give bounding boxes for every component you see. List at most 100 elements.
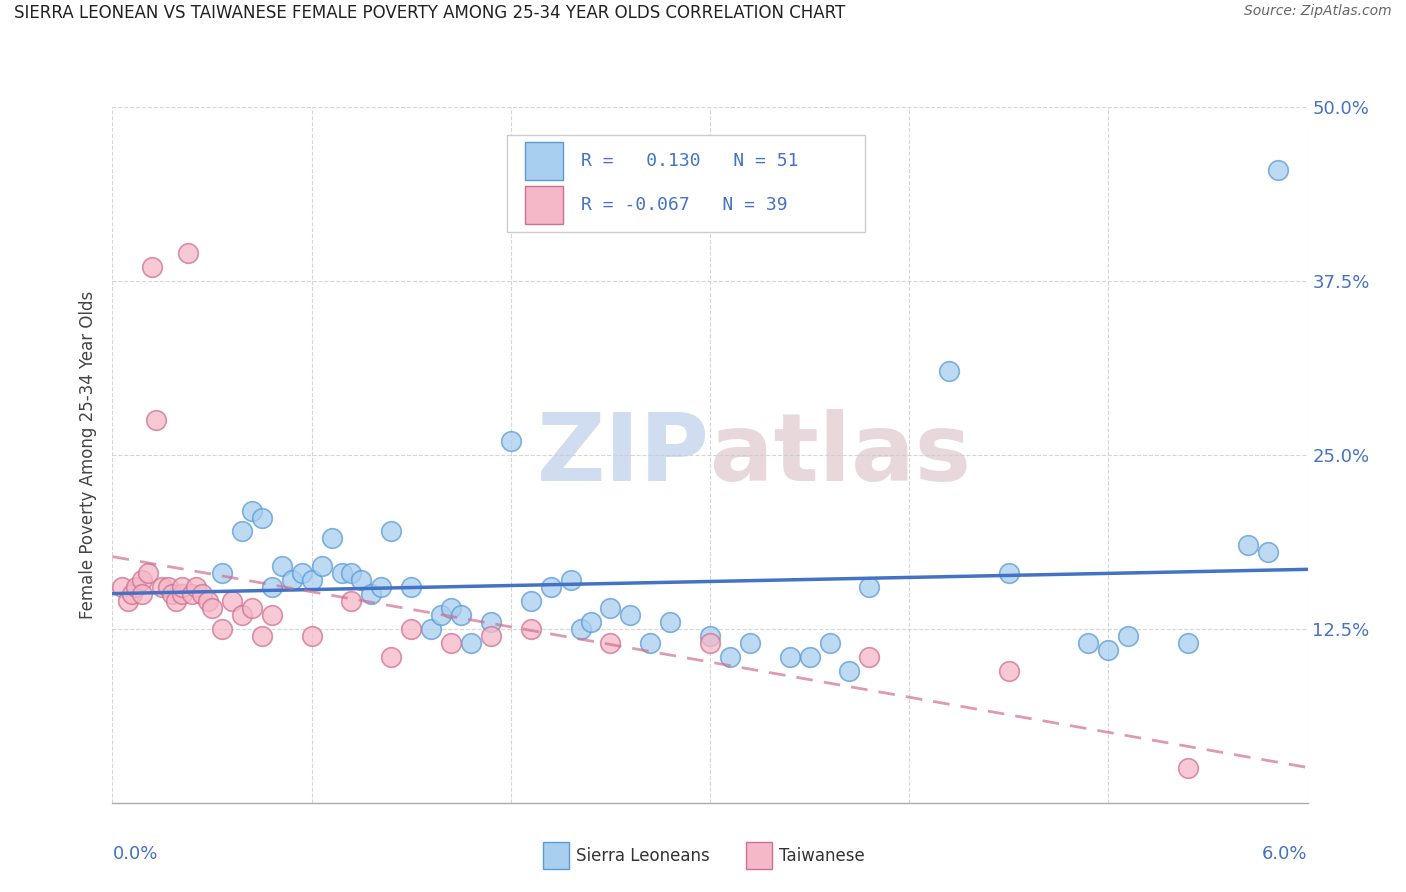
Text: Taiwanese: Taiwanese <box>779 847 865 864</box>
Text: Source: ZipAtlas.com: Source: ZipAtlas.com <box>1244 4 1392 19</box>
Point <box>460 636 482 650</box>
Point <box>738 636 761 650</box>
Bar <box>747 842 772 869</box>
Point <box>540 580 562 594</box>
Point <box>260 580 283 594</box>
Text: ZIP: ZIP <box>537 409 710 501</box>
Point <box>131 587 153 601</box>
Point <box>699 629 721 643</box>
Point <box>858 649 880 664</box>
Y-axis label: Female Poverty Among 25-34 Year Olds: Female Poverty Among 25-34 Year Olds <box>79 291 97 619</box>
Point <box>1077 636 1099 650</box>
Point <box>1257 545 1279 559</box>
Point <box>321 532 343 546</box>
Point <box>998 664 1021 678</box>
Point <box>157 580 180 594</box>
Point <box>141 260 163 274</box>
Point <box>599 601 621 615</box>
Point <box>1097 642 1119 657</box>
Point <box>520 622 543 636</box>
Point <box>125 580 148 594</box>
Point <box>799 649 821 664</box>
Text: SIERRA LEONEAN VS TAIWANESE FEMALE POVERTY AMONG 25-34 YEAR OLDS CORRELATION CHA: SIERRA LEONEAN VS TAIWANESE FEMALE POVER… <box>14 4 845 22</box>
Point <box>250 510 273 524</box>
Point <box>779 649 801 664</box>
Point <box>197 594 219 608</box>
Point <box>117 594 139 608</box>
Point <box>301 629 323 643</box>
Bar <box>524 142 562 180</box>
Point <box>181 587 204 601</box>
Text: 0.0%: 0.0% <box>112 845 157 863</box>
Point <box>186 580 208 594</box>
Point <box>380 524 402 539</box>
Point <box>340 566 363 581</box>
Point <box>1177 636 1199 650</box>
Point <box>311 559 333 574</box>
Text: 6.0%: 6.0% <box>1263 845 1308 863</box>
Point <box>172 580 194 594</box>
Point <box>138 566 160 581</box>
Point <box>380 649 402 664</box>
Point <box>699 636 721 650</box>
Point <box>520 594 543 608</box>
Point <box>291 566 314 581</box>
Point <box>111 580 134 594</box>
Point <box>231 607 253 622</box>
Bar <box>543 842 569 869</box>
Point <box>1267 162 1289 177</box>
Point <box>231 524 253 539</box>
Point <box>240 601 263 615</box>
Point <box>270 559 292 574</box>
Point <box>599 636 621 650</box>
Point <box>560 573 582 587</box>
Point <box>858 580 880 594</box>
Point <box>145 413 167 427</box>
Point <box>638 636 662 650</box>
Point <box>172 587 194 601</box>
Point <box>301 573 323 587</box>
Point <box>221 594 243 608</box>
Point <box>718 649 741 664</box>
FancyBboxPatch shape <box>508 135 865 232</box>
Text: R = -0.067   N = 39: R = -0.067 N = 39 <box>581 196 787 214</box>
Point <box>160 587 183 601</box>
Point <box>818 636 841 650</box>
Point <box>450 607 472 622</box>
Point <box>579 615 602 629</box>
Point <box>479 615 502 629</box>
Text: atlas: atlas <box>710 409 972 501</box>
Text: Sierra Leoneans: Sierra Leoneans <box>576 847 710 864</box>
Point <box>401 622 423 636</box>
Point <box>420 622 443 636</box>
Point <box>211 566 233 581</box>
Point <box>479 629 502 643</box>
Point <box>499 434 522 448</box>
Point <box>240 503 263 517</box>
Point <box>1177 761 1199 775</box>
Point <box>838 664 860 678</box>
Point <box>1237 538 1260 552</box>
Point <box>131 573 153 587</box>
Point <box>260 607 283 622</box>
Point <box>165 594 187 608</box>
Point <box>350 573 373 587</box>
Point <box>569 622 592 636</box>
Point <box>150 580 173 594</box>
Point <box>938 364 960 378</box>
Point <box>360 587 382 601</box>
Point <box>281 573 304 587</box>
Text: R =   0.130   N = 51: R = 0.130 N = 51 <box>581 153 799 170</box>
Point <box>340 594 363 608</box>
Point <box>998 566 1021 581</box>
Point <box>401 580 423 594</box>
Point <box>121 587 143 601</box>
Point <box>211 622 233 636</box>
Point <box>177 246 200 260</box>
Point <box>330 566 353 581</box>
Point <box>191 587 214 601</box>
Point <box>370 580 392 594</box>
Point <box>430 607 453 622</box>
Point <box>440 636 463 650</box>
Point <box>201 601 224 615</box>
